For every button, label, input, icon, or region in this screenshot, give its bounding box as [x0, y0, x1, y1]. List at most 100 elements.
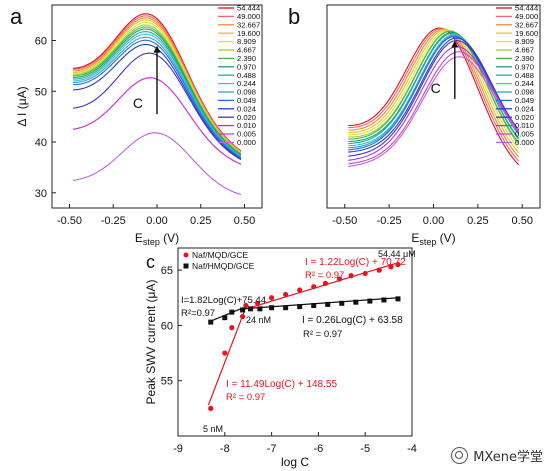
data-point: [311, 303, 317, 309]
data-point: [362, 270, 368, 277]
data-point: [367, 298, 373, 304]
legend-label: 0.970: [515, 62, 534, 71]
arrow-head: [451, 40, 459, 48]
x-tick-label: -6: [314, 443, 324, 455]
data-point: [297, 287, 303, 293]
plot-frame: [177, 247, 413, 437]
panel-label: a: [10, 4, 23, 29]
legend: 54.44449.00032.66719.6008.9094.6672.3900…: [496, 4, 538, 147]
x-axis-label: Estep (V): [135, 231, 179, 247]
data-point: [322, 280, 329, 286]
series-line-19.600: [348, 29, 520, 154]
data-point: [269, 305, 275, 311]
legend-marker: [183, 263, 189, 269]
x-tick-label: 0.25: [190, 215, 211, 227]
legend-label: 0.010: [237, 121, 256, 130]
series-line-2.390: [348, 30, 520, 143]
x-tick-label: 0.25: [467, 215, 488, 227]
watermark: MXene学堂: [451, 446, 543, 465]
y-axis-label: Peak SWV current (μA): [144, 280, 158, 405]
data-point: [208, 319, 214, 325]
legend-label: 0.488: [515, 71, 534, 80]
data-point: [248, 306, 254, 312]
legend-label: 0.488: [237, 71, 256, 80]
x-tick-label: -8: [220, 443, 230, 455]
legend-label: 0.000: [237, 138, 256, 147]
series-line-8.909: [348, 29, 520, 150]
data-point: [283, 291, 289, 298]
data-point: [336, 276, 343, 282]
annotation-text: I=1.82Log(C)+75.44: [181, 295, 266, 306]
legend-label: 4.667: [237, 46, 256, 55]
data-point: [376, 267, 382, 273]
legend-label: 0.005: [515, 130, 534, 139]
legend-label: 0.020: [515, 113, 534, 122]
legend-label: 0.024: [237, 104, 256, 113]
series-line-54.444: [348, 27, 520, 166]
legend-label: 32.667: [515, 20, 538, 29]
series-line-0.970: [72, 28, 242, 156]
fit-line: [208, 307, 244, 323]
series-line-32.667: [348, 28, 520, 158]
data-point: [222, 350, 228, 356]
x-axis-label: Estep (V): [411, 231, 455, 247]
arrow-head: [153, 45, 161, 53]
data-point: [254, 300, 261, 306]
data-point: [325, 301, 331, 307]
data-point: [229, 309, 235, 315]
data-point: [243, 302, 249, 309]
legend-label: 8.909: [515, 37, 534, 46]
annotation-text: 54.44 μM: [378, 249, 416, 259]
x-tick-label: -0.50: [57, 215, 82, 227]
data-point: [239, 313, 246, 320]
panel-c: -9 -8 -7 -6 -5 -4 55 60 65 c Naf/MQD/GCENaf/HMQD/G…: [144, 247, 417, 469]
legend-label: 54.444: [515, 4, 538, 13]
legend: 54.44449.00032.66719.6008.9094.6672.3900…: [218, 4, 260, 147]
legend-label: 32.667: [237, 20, 260, 29]
x-tick-label: -5: [360, 443, 370, 455]
data-point: [229, 325, 235, 331]
legend-label: 0.020: [237, 113, 256, 122]
legend-marker: [183, 252, 189, 258]
series-line-0.488: [348, 32, 520, 145]
wechat-icon: [451, 447, 469, 464]
annotation-c: C: [431, 80, 441, 96]
y-tick-label: 65: [161, 265, 173, 277]
panel-label: c: [146, 252, 155, 272]
panel-a: -0.50 -0.25 0.00 0.25 0.50 30 40 50 60 Ca Estep (V…: [10, 4, 263, 247]
series-line-0.049: [348, 35, 520, 151]
y-tick-label: 55: [161, 376, 173, 388]
series-line-0.098: [72, 36, 242, 158]
series-line-0.000: [72, 132, 242, 196]
data-point: [269, 295, 275, 301]
fit-line: [242, 262, 396, 311]
y-tick-label: 40: [35, 137, 47, 149]
series-line-0.020: [348, 39, 520, 157]
y-tick-label: 50: [35, 86, 47, 98]
annotation-text: R² = 0.97: [226, 392, 265, 403]
y-tick-label: 60: [161, 320, 173, 332]
x-tick-label: -0.50: [332, 215, 357, 227]
data-point: [395, 296, 401, 302]
legend-label: 8.909: [237, 37, 256, 46]
x-tick-label: -7: [267, 443, 277, 455]
fit-line: [207, 310, 246, 406]
data-point: [311, 284, 317, 290]
legend-label: 2.390: [237, 54, 256, 63]
legend-label: 0.098: [237, 88, 256, 97]
x-tick-label: 0.00: [146, 215, 167, 227]
data-point: [222, 315, 228, 321]
data-point: [257, 306, 263, 312]
annotation-text: R² = 0.97: [303, 329, 342, 340]
data-point: [208, 405, 214, 411]
data-point: [240, 307, 246, 313]
legend-label: 0.024: [515, 104, 534, 113]
series-line-19.600: [72, 19, 242, 154]
legend-label: 0.005: [237, 130, 256, 139]
panel-label: b: [288, 4, 300, 29]
watermark-text: MXene学堂: [473, 450, 543, 465]
legend-label: 0.049: [237, 96, 256, 105]
legend-label: 4.667: [515, 46, 534, 55]
